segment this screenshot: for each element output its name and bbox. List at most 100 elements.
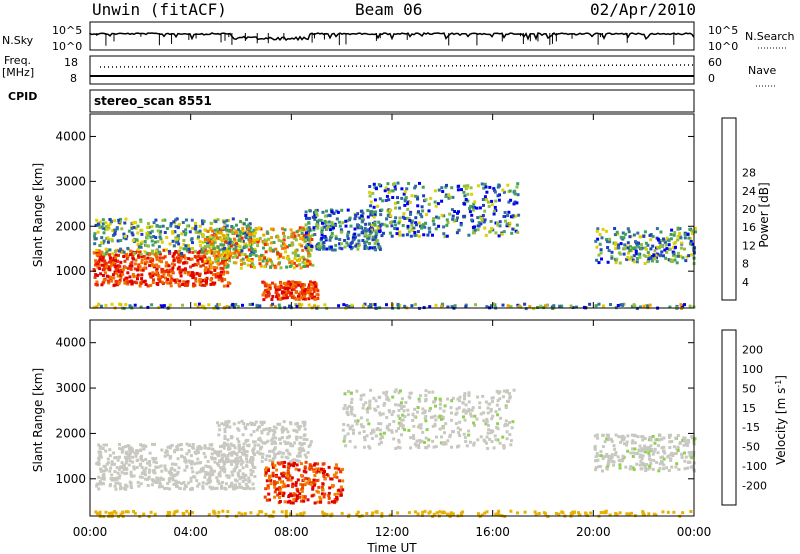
range-cell bbox=[472, 441, 476, 445]
range-cell bbox=[324, 214, 327, 218]
range-cell bbox=[235, 231, 239, 235]
range-cell bbox=[128, 480, 132, 484]
range-cell bbox=[241, 433, 245, 437]
range-cell bbox=[204, 266, 208, 270]
range-cell bbox=[506, 304, 510, 308]
range-cell bbox=[660, 245, 664, 248]
range-cell bbox=[398, 206, 402, 210]
range-cell bbox=[472, 443, 476, 447]
range-cell bbox=[633, 304, 637, 308]
colorbar-tick-label: 8 bbox=[742, 258, 749, 271]
nsearch-label: N.Search bbox=[745, 30, 795, 43]
range-cell bbox=[377, 183, 381, 187]
range-cell bbox=[345, 411, 349, 415]
range-cell bbox=[117, 476, 121, 480]
range-cell bbox=[440, 199, 444, 203]
range-cell bbox=[517, 213, 521, 217]
range-cell bbox=[203, 269, 207, 272]
range-cell bbox=[142, 512, 146, 516]
range-cell bbox=[513, 189, 517, 193]
range-cell bbox=[282, 482, 286, 486]
range-cell bbox=[493, 189, 497, 192]
range-cell bbox=[141, 471, 144, 475]
range-cell bbox=[105, 250, 109, 254]
range-cell bbox=[194, 224, 198, 228]
range-cell bbox=[627, 251, 630, 255]
range-cell bbox=[273, 464, 277, 468]
range-cell bbox=[403, 190, 407, 194]
range-cell bbox=[281, 485, 285, 489]
range-cell bbox=[274, 291, 278, 295]
range-cell bbox=[222, 272, 226, 276]
range-cell bbox=[492, 187, 496, 191]
range-cell bbox=[481, 214, 485, 217]
range-cell bbox=[287, 466, 291, 470]
range-cell bbox=[299, 266, 303, 270]
range-cell bbox=[142, 447, 146, 451]
range-cell bbox=[265, 479, 269, 483]
range-cell bbox=[467, 233, 471, 237]
range-cell bbox=[601, 469, 604, 473]
range-cell bbox=[289, 281, 293, 285]
range-cell bbox=[277, 287, 280, 291]
range-cell bbox=[282, 234, 286, 238]
range-cell bbox=[108, 454, 112, 458]
range-cell bbox=[111, 261, 115, 265]
range-cell bbox=[242, 473, 246, 477]
range-cell bbox=[223, 278, 227, 281]
range-cell bbox=[101, 222, 105, 226]
range-cell bbox=[216, 421, 220, 425]
range-cell bbox=[631, 455, 635, 458]
range-cell bbox=[285, 284, 289, 288]
range-cell bbox=[98, 512, 102, 516]
range-cell bbox=[277, 303, 281, 307]
range-cell bbox=[388, 513, 392, 517]
range-cell bbox=[358, 225, 362, 229]
range-cell bbox=[209, 271, 213, 275]
range-cell bbox=[639, 305, 642, 309]
range-cell bbox=[423, 509, 427, 513]
range-cell bbox=[269, 265, 273, 269]
range-cell bbox=[560, 510, 564, 514]
range-cell bbox=[450, 445, 453, 449]
range-cell bbox=[170, 466, 174, 470]
range-cell bbox=[462, 432, 466, 436]
range-cell bbox=[491, 400, 494, 404]
range-cell bbox=[302, 449, 306, 452]
range-cell bbox=[290, 291, 294, 295]
range-cell bbox=[374, 210, 378, 214]
range-cell bbox=[182, 280, 186, 284]
range-cell bbox=[277, 256, 281, 260]
range-cell bbox=[279, 266, 283, 270]
range-cell bbox=[322, 247, 326, 251]
range-cell bbox=[136, 273, 140, 277]
range-cell bbox=[240, 262, 243, 266]
range-cell bbox=[302, 424, 306, 428]
range-cell bbox=[669, 233, 673, 236]
range-cell bbox=[276, 252, 280, 255]
range-cell bbox=[171, 266, 175, 270]
range-cell bbox=[368, 242, 371, 245]
range-cell bbox=[292, 261, 296, 265]
range-cell bbox=[640, 447, 644, 451]
range-cell bbox=[400, 397, 404, 401]
range-cell bbox=[408, 391, 412, 395]
range-cell bbox=[209, 264, 213, 268]
range-cell bbox=[230, 244, 233, 248]
range-cell bbox=[401, 413, 405, 417]
range-cell bbox=[293, 281, 297, 284]
range-cell bbox=[234, 486, 238, 490]
range-cell bbox=[273, 285, 277, 289]
range-cell bbox=[633, 434, 637, 438]
range-cell bbox=[151, 252, 155, 256]
range-cell bbox=[144, 244, 148, 247]
range-cell bbox=[187, 250, 191, 254]
range-cell bbox=[484, 233, 488, 237]
range-cell bbox=[278, 297, 282, 301]
range-cell bbox=[220, 232, 224, 236]
range-cell bbox=[658, 254, 662, 258]
range-cell bbox=[162, 269, 166, 273]
range-cell bbox=[101, 474, 105, 477]
range-cell bbox=[243, 512, 247, 516]
range-cell bbox=[271, 281, 274, 285]
